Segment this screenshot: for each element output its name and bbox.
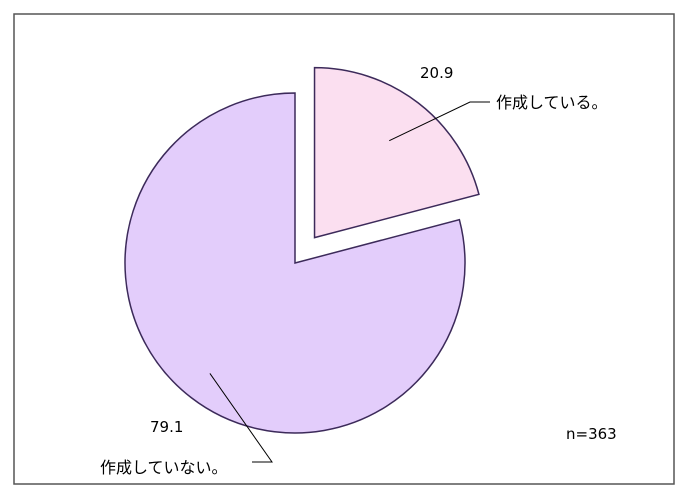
category-label-slice-0: 作成している。 xyxy=(496,93,608,112)
sample-size-annotation: n=363 xyxy=(566,425,617,443)
leader-line-slice-1 xyxy=(209,373,273,463)
pie-slice-0 xyxy=(313,66,480,239)
slices-layer xyxy=(124,66,480,434)
pie-slice-1 xyxy=(124,92,466,434)
leader-lines-layer xyxy=(209,101,490,463)
leader-line-slice-0 xyxy=(389,101,490,142)
value-label-slice-0: 20.9 xyxy=(420,64,453,82)
value-label-slice-1: 79.1 xyxy=(150,418,183,436)
category-label-slice-1: 作成していない。 xyxy=(100,458,228,477)
labels-layer: 20.9 作成している。 79.1 作成していない。 n=363 xyxy=(100,64,617,477)
